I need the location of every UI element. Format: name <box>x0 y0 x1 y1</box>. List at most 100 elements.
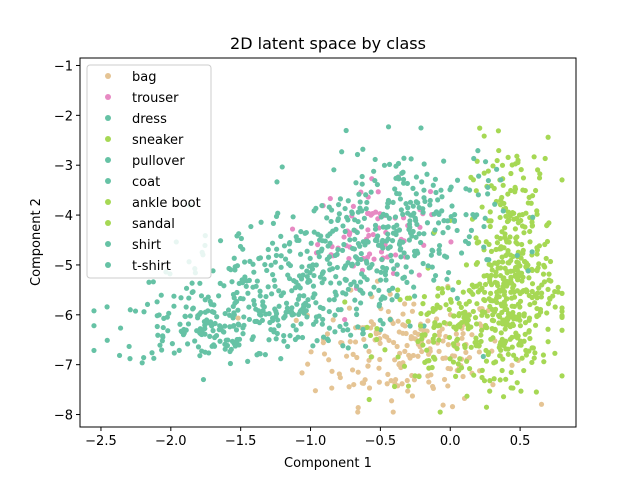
data-point-bag <box>354 354 360 361</box>
data-point-shirt <box>448 213 454 220</box>
chart-title: 2D latent space by class <box>230 34 426 53</box>
data-point-bag <box>329 385 335 391</box>
data-point-sneaker <box>429 364 435 371</box>
data-point-bag <box>366 385 373 391</box>
data-point-dress <box>363 258 369 264</box>
data-point-sandal <box>502 225 508 231</box>
data-point-dress <box>235 307 241 313</box>
data-point-dress <box>257 293 263 299</box>
data-point-bag <box>329 368 335 374</box>
data-point-shirt <box>400 211 406 217</box>
data-point-sandal <box>529 359 535 366</box>
data-point-ankle-boot <box>502 231 508 237</box>
data-point-sandal <box>541 359 547 365</box>
data-point-sandal <box>552 288 558 295</box>
data-point-trouser <box>370 231 376 238</box>
data-point-shirt <box>396 176 402 182</box>
data-point-sandal <box>545 339 551 345</box>
data-point-t-shirt <box>342 205 348 212</box>
data-point-sandal <box>504 278 510 284</box>
data-point-sandal <box>544 222 550 228</box>
data-point-coat <box>274 330 280 337</box>
data-point-t-shirt <box>407 224 413 230</box>
x-tick-label: −0.5 <box>365 434 397 449</box>
data-point-sneaker <box>454 346 460 352</box>
data-point-pullover <box>154 313 160 319</box>
data-point-pullover <box>126 343 132 350</box>
data-point-coat <box>320 316 326 323</box>
data-point-sandal <box>504 268 510 274</box>
data-point-shirt <box>331 167 337 173</box>
data-point-coat <box>207 298 213 305</box>
data-point-dress <box>380 321 386 327</box>
data-point-bag <box>476 349 482 355</box>
data-point-shirt <box>418 239 424 246</box>
data-point-t-shirt <box>299 264 305 270</box>
data-point-pullover <box>178 328 184 334</box>
data-point-pullover <box>202 325 208 332</box>
legend-label: sneaker <box>132 133 184 148</box>
data-point-pullover <box>159 347 165 353</box>
data-point-shirt <box>492 201 498 207</box>
data-point-sneaker <box>405 383 412 389</box>
data-point-bag <box>436 332 442 338</box>
data-point-ankle-boot <box>520 187 526 193</box>
data-point-shirt <box>485 191 491 197</box>
data-point-bag <box>399 381 405 387</box>
data-point-shirt <box>448 184 454 190</box>
data-point-bag <box>390 409 396 415</box>
data-point-coat <box>221 283 227 289</box>
data-point-coat <box>310 294 316 300</box>
data-point-dress <box>280 290 287 296</box>
data-point-bag <box>419 348 425 355</box>
data-point-sneaker <box>478 338 484 345</box>
data-point-bag <box>392 377 399 383</box>
data-point-pullover <box>151 355 157 361</box>
legend-marker <box>105 94 111 100</box>
data-point-coat <box>394 293 400 300</box>
data-point-sneaker <box>482 281 489 288</box>
legend-label: sandal <box>132 217 175 232</box>
data-point-ankle-boot <box>481 378 488 384</box>
data-point-coat <box>229 279 235 285</box>
data-point-sandal <box>504 316 510 322</box>
data-point-sneaker <box>465 312 471 319</box>
data-point-dress <box>270 272 276 278</box>
data-point-t-shirt <box>424 220 431 226</box>
data-point-t-shirt <box>382 272 389 278</box>
data-point-pullover <box>199 348 205 354</box>
data-point-coat <box>334 264 340 271</box>
data-point-sandal <box>545 286 551 292</box>
data-point-bag <box>346 305 353 311</box>
data-point-dress <box>301 293 307 299</box>
data-point-sneaker <box>437 409 443 415</box>
data-point-t-shirt <box>313 205 319 211</box>
data-point-shirt <box>494 166 500 172</box>
data-point-dress <box>386 287 392 294</box>
data-point-t-shirt <box>401 250 407 256</box>
data-point-shirt <box>420 260 426 267</box>
data-point-bag <box>390 339 397 346</box>
data-point-sneaker <box>446 334 453 341</box>
data-point-sandal <box>494 299 500 305</box>
data-point-dress <box>316 254 322 260</box>
data-point-pullover <box>202 309 208 315</box>
data-point-coat <box>376 303 382 309</box>
data-point-pullover <box>195 315 201 321</box>
data-point-sneaker <box>426 358 432 364</box>
data-point-bag <box>235 315 241 321</box>
data-point-pullover <box>232 343 238 349</box>
data-point-shirt <box>435 197 441 203</box>
data-point-sneaker <box>443 302 449 308</box>
data-point-sandal <box>528 200 534 206</box>
data-point-pullover <box>316 313 322 319</box>
data-point-pullover <box>266 337 272 343</box>
data-point-ankle-boot <box>500 394 507 400</box>
data-point-shirt <box>412 215 418 221</box>
data-point-sneaker <box>432 332 438 338</box>
data-point-ankle-boot <box>465 323 471 329</box>
data-point-sneaker <box>559 305 565 311</box>
data-point-sandal <box>496 287 502 293</box>
data-point-t-shirt <box>356 191 362 197</box>
data-point-shirt <box>279 164 285 170</box>
